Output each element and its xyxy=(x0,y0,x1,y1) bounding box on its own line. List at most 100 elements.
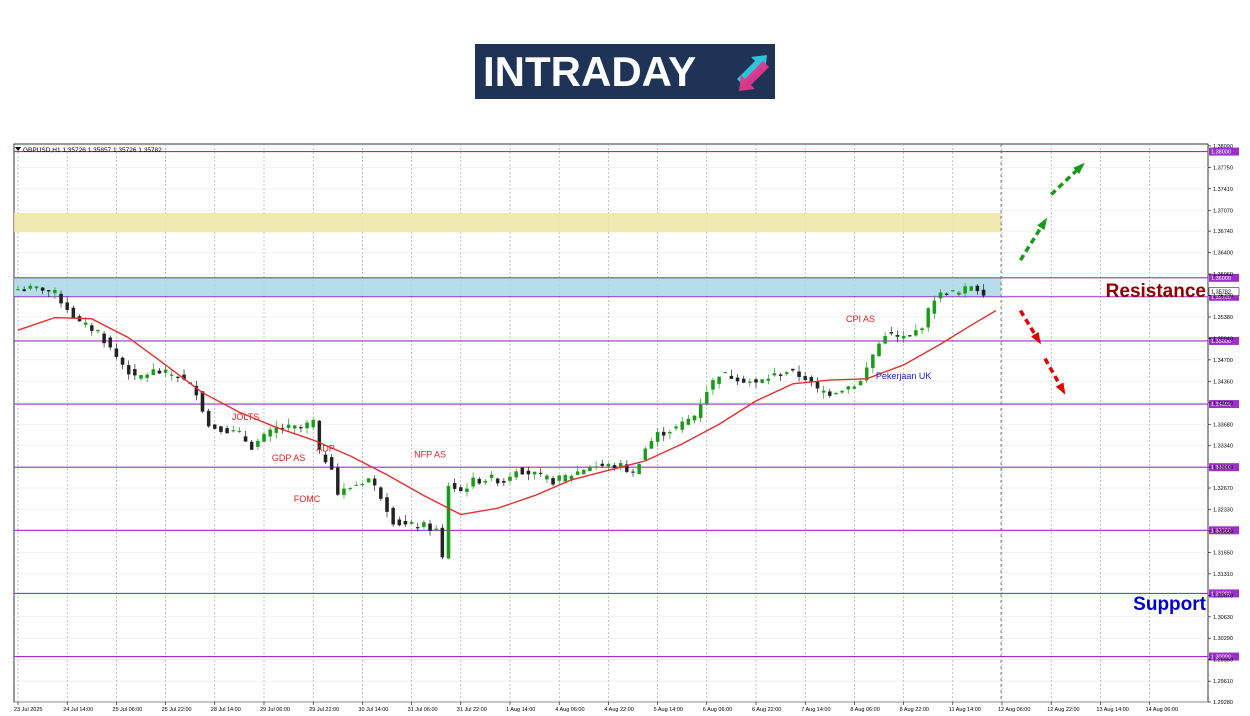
candle-body xyxy=(612,465,617,468)
candle-body xyxy=(415,527,420,529)
candle-body xyxy=(981,289,986,296)
candle-body xyxy=(434,528,438,530)
price-tick-label: 1.30290 xyxy=(1213,636,1233,642)
candle-body xyxy=(655,432,660,442)
annotation-label: Pekerjaan UK xyxy=(876,371,932,381)
candle-body xyxy=(120,357,125,365)
annotation-label: CPI AS xyxy=(846,314,875,324)
candle-body xyxy=(65,302,69,310)
candle-body xyxy=(114,348,119,357)
candle-body xyxy=(889,332,894,334)
candle-body xyxy=(569,475,574,480)
level-price-label: 1.31000 xyxy=(1211,591,1231,597)
target-zone xyxy=(14,212,1001,233)
candle-body xyxy=(34,286,39,289)
candle-body xyxy=(102,333,106,344)
scenario-arrows xyxy=(1018,162,1085,395)
candle-body xyxy=(834,393,838,395)
candle-body xyxy=(379,487,383,499)
time-tick-label: 6 Aug 22:00 xyxy=(752,707,781,713)
time-tick-label: 4 Aug 22:00 xyxy=(604,707,633,713)
level-price-label: 1.34000 xyxy=(1211,402,1231,408)
price-tick-label: 1.34020 xyxy=(1213,401,1233,407)
time-tick-label: 25 Jul 22:00 xyxy=(162,707,192,713)
candle-body xyxy=(477,478,481,484)
candle-body xyxy=(256,440,260,447)
time-tick-label: 7 Aug 14:00 xyxy=(801,707,830,713)
candle-body xyxy=(59,293,63,304)
candle-body xyxy=(145,374,149,378)
candle-body xyxy=(299,427,303,429)
candle-body xyxy=(22,289,26,292)
candle-body xyxy=(705,391,709,405)
candle-body xyxy=(213,424,217,429)
candle-body xyxy=(16,289,20,291)
scenario-arrowhead-down xyxy=(1031,331,1041,345)
time-tick-label: 30 Jul 14:00 xyxy=(358,707,388,713)
price-tick-label: 1.34360 xyxy=(1213,379,1233,385)
candle-body xyxy=(625,464,629,472)
candle-body xyxy=(305,422,309,429)
candle-body xyxy=(40,287,45,291)
candle-body xyxy=(83,322,88,325)
candle-body xyxy=(452,483,457,489)
candle-body xyxy=(864,367,869,381)
candle-body xyxy=(809,377,814,382)
resistance-zone xyxy=(14,277,1001,297)
candle-body xyxy=(53,289,57,294)
candle-body xyxy=(557,475,561,481)
scenario-arrow-down xyxy=(1018,309,1041,342)
level-price-label: 1.35000 xyxy=(1211,339,1231,345)
resistance-label: Resistance xyxy=(1105,281,1206,302)
level-price-label: 1.32000 xyxy=(1211,528,1231,534)
time-tick-label: 14 Aug 06:00 xyxy=(1146,707,1178,713)
candle-body xyxy=(28,285,33,289)
candle-body xyxy=(348,488,352,490)
time-tick-label: 6 Aug 06:00 xyxy=(703,707,732,713)
candles xyxy=(16,283,986,560)
candle-body xyxy=(674,426,678,429)
time-tick-label: 13 Aug 14:00 xyxy=(1096,707,1128,713)
grid xyxy=(13,143,1209,703)
candle-body xyxy=(385,497,389,512)
candle-body xyxy=(797,371,801,378)
candle-body xyxy=(895,335,900,337)
candle-body xyxy=(754,379,758,383)
candle-body xyxy=(877,343,881,357)
candle-body xyxy=(311,419,315,428)
time-tick-label: 24 Jul 14:00 xyxy=(63,707,93,713)
candle-body xyxy=(686,418,691,425)
candle-body xyxy=(489,474,494,478)
candle-body xyxy=(944,293,949,295)
candle-body xyxy=(391,507,395,525)
candle-body xyxy=(938,292,943,299)
time-tick-label: 25 Jul 06:00 xyxy=(112,707,142,713)
header-dropdown-icon[interactable] xyxy=(15,147,21,151)
price-tick-label: 1.31990 xyxy=(1213,529,1233,535)
candle-body xyxy=(502,480,506,483)
candle-body xyxy=(969,286,974,291)
candle-body xyxy=(729,375,734,379)
level-price-label: 1.30000 xyxy=(1211,655,1231,661)
candle-body xyxy=(268,429,272,437)
candle-body xyxy=(600,463,605,466)
candle-body xyxy=(606,463,611,467)
candle-body xyxy=(508,476,512,481)
candle-body xyxy=(409,521,414,524)
price-tick-label: 1.31310 xyxy=(1213,572,1233,578)
price-tick-label: 1.29280 xyxy=(1213,700,1233,706)
candle-body xyxy=(286,424,291,428)
candle-body xyxy=(840,390,844,393)
price-tick-label: 1.31650 xyxy=(1213,550,1233,556)
candle-body xyxy=(71,307,76,318)
price-tick-label: 1.32670 xyxy=(1213,486,1233,492)
candle-body xyxy=(975,285,980,292)
candle-body xyxy=(563,475,568,482)
price-tick-label: 1.35380 xyxy=(1213,315,1233,321)
moving-average-line xyxy=(17,310,997,516)
horizontal-levels: 1.38000 1.36000 1.35000 1.34000 1.33000 1.320… xyxy=(14,147,1240,661)
level-price-box xyxy=(1209,336,1239,345)
price-tick-label: 1.33340 xyxy=(1213,444,1233,450)
price-tick-label: 1.30970 xyxy=(1213,593,1233,599)
